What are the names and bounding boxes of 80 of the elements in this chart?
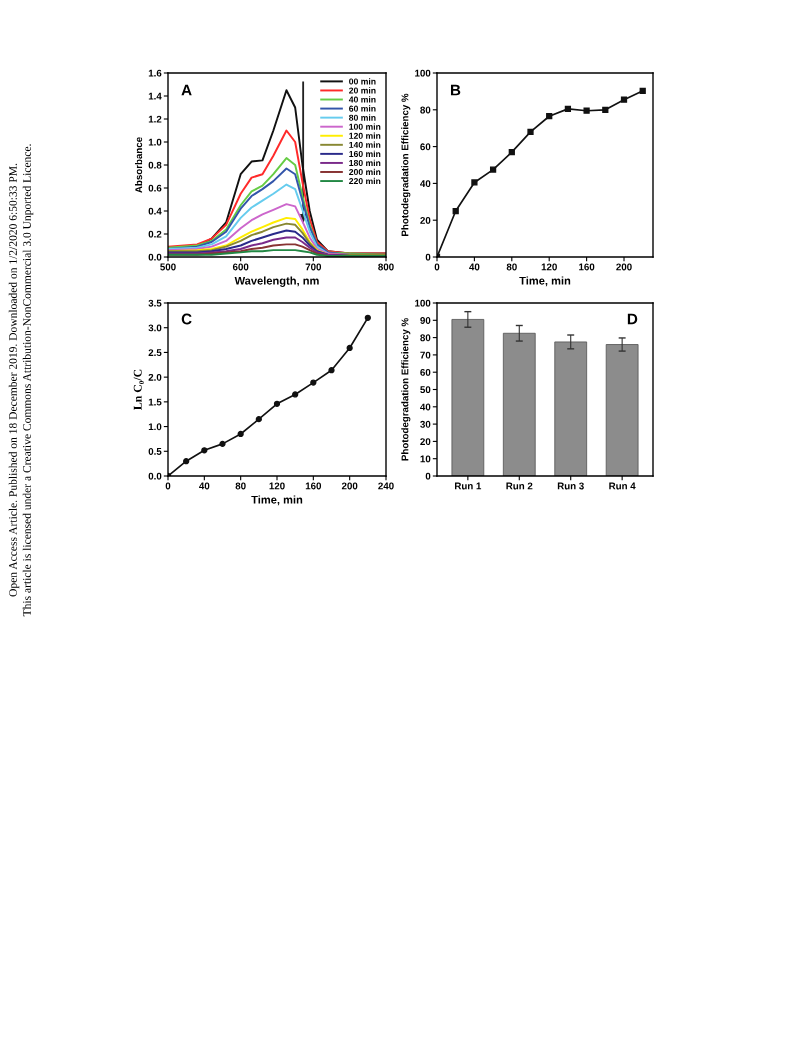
x-tick-label: 80 [235,482,246,490]
x-axis-title: Wavelength, nm [234,276,319,287]
text: C [181,313,192,325]
legend-label: 180 min [349,159,381,167]
x-tick-label: 0 [434,263,440,271]
y-axis-title: Ln C₀/C [133,369,145,410]
legend-label: 200 min [349,168,381,176]
x-tick-label: Run 4 [609,482,636,490]
y-tick-label: 90 [420,317,431,324]
x-tick-label: 80 [506,263,517,271]
x-tick-label: 200 [616,263,632,271]
y-tick-label: 0.0 [148,253,162,261]
text: D [627,313,638,325]
x-tick-label: 0 [165,482,171,490]
y-tick-label: 1.2 [148,115,162,123]
y-tick-label: 0.5 [148,448,162,455]
legend-label: 140 min [349,141,381,148]
y-tick-label: 0 [425,472,431,480]
y-tick-label: 1.0 [148,138,162,146]
x-tick-label: 160 [305,482,322,490]
x-tick-label: Run 3 [557,482,584,490]
y-tick-label: 1.4 [148,92,162,100]
x-tick-label: Run 2 [506,482,533,490]
y-tick-label: 0.0 [148,472,162,480]
x-axis-title: Time, min [519,276,571,287]
legend-label: 120 min [349,132,381,139]
y-tick-label: 20 [420,216,431,224]
y-tick-label: 3.0 [148,324,162,332]
x-axis-title: Time, min [251,495,303,506]
y-tick-label: 2.0 [148,373,162,381]
y-tick-label: 80 [420,106,431,114]
y-tick-label: 40 [420,403,431,411]
text: This article is licensed under a Creative Commons Attribution-NonCommercial 3.0 Unported Licence. [22,144,34,617]
y-axis-title: Photodegradation Efficiency % [401,318,411,461]
y-tick-label: 30 [420,420,431,428]
y-tick-label: 100 [415,299,431,307]
legend-label: 80 min [349,114,376,121]
y-tick-label: 20 [420,438,431,446]
y-tick-label: 1.6 [148,69,162,77]
y-tick-label: 1.0 [148,423,162,431]
x-tick-label: 600 [232,263,249,271]
y-tick-label: 0.4 [148,207,162,215]
x-tick-label: 160 [579,263,595,271]
legend-label: 00 min [349,78,376,85]
x-tick-label: 500 [160,263,176,271]
legend-label: 60 min [349,105,376,112]
legend-label: 220 min [349,177,381,185]
y-tick-label: 0.6 [148,184,162,192]
y-tick-label: 60 [420,143,431,151]
x-tick-label: 240 [378,482,394,490]
y-tick-label: 100 [415,69,431,77]
text: Open Access Article. Published on 18 December 2019. Downloaded on 1/2/2020 6:50:33 PM. [8,163,20,597]
x-tick-label: 120 [269,482,285,490]
y-tick-label: 80 [420,334,431,342]
legend-label: 20 min [349,87,376,94]
y-tick-label: 10 [420,455,431,463]
y-tick-label: 0.8 [148,161,162,169]
y-tick-label: 2.5 [148,349,162,357]
y-axis-title: Absorbance [135,137,143,193]
y-tick-label: 3.5 [148,299,162,307]
x-tick-label: 700 [305,263,322,271]
y-tick-label: 40 [420,180,431,188]
y-tick-label: 50 [420,386,431,394]
y-axis-title: Photodegradation Efficiency % [401,93,411,236]
text: A [181,84,192,96]
x-tick-label: 200 [341,482,358,490]
x-tick-label: 120 [541,263,557,271]
x-tick-label: 40 [199,482,210,490]
legend-label: 100 min [349,123,381,130]
x-tick-label: 40 [469,263,480,271]
y-tick-label: 0 [425,253,431,261]
y-tick-label: 60 [420,368,431,376]
y-tick-label: 1.5 [148,398,162,406]
legend-label: 160 min [349,150,381,157]
x-tick-label: Run 1 [455,482,482,490]
text: B [450,84,461,96]
y-tick-label: 70 [420,351,431,359]
x-tick-label: 800 [378,263,394,271]
legend-label: 40 min [348,96,376,103]
y-tick-label: 0.2 [148,230,162,238]
